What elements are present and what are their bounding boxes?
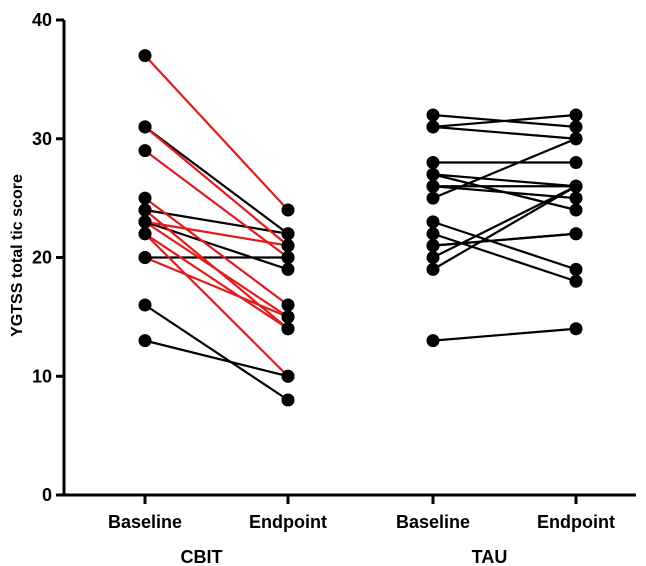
x-label-tau-endpoint: Endpoint xyxy=(537,512,615,532)
tau-endpoint-point-8 xyxy=(569,191,583,205)
tau-subject-line-2 xyxy=(432,113,577,128)
tau-endpoint-point-1 xyxy=(569,120,583,134)
tau-baseline-point-11 xyxy=(426,227,440,241)
tau-subject-line-9 xyxy=(432,137,577,200)
cbit-endpoint-point-14 xyxy=(281,310,295,324)
cbit-baseline-point-1 xyxy=(138,49,152,63)
cbit-subject-line-4 xyxy=(144,149,289,259)
tau-subject-line-15 xyxy=(432,185,577,271)
cbit-subject-line-12 xyxy=(144,232,289,378)
cbit-baseline-point-12 xyxy=(138,227,152,241)
tau-baseline-point-6 xyxy=(426,167,440,181)
tau-baseline-point-4 xyxy=(426,156,440,169)
connecting-lines-layer xyxy=(144,54,577,401)
tau-subject-line-14 xyxy=(432,185,577,259)
cbit-endpoint-point-1 xyxy=(281,203,295,217)
cbit-baseline-point-15 xyxy=(138,298,152,312)
tau-baseline-point-15 xyxy=(426,262,440,276)
tau-baseline-point-14 xyxy=(426,251,440,264)
cbit-endpoint-point-16 xyxy=(281,369,295,383)
tau-endpoint-point-2 xyxy=(569,108,583,122)
x-label-cbit-endpoint: Endpoint xyxy=(249,512,327,532)
tau-endpoint-point-16 xyxy=(569,322,583,336)
y-tick-label-0: 0 xyxy=(42,485,52,505)
tau-endpoint-point-15 xyxy=(569,179,583,193)
tau-baseline-point-1 xyxy=(426,108,440,122)
cbit-subject-line-1 xyxy=(144,54,289,211)
tau-endpoint-point-13 xyxy=(569,227,583,241)
tau-baseline-point-10 xyxy=(426,215,440,229)
tau-endpoint-point-11 xyxy=(569,274,583,288)
cbit-endpoint-point-11 xyxy=(281,322,295,336)
tau-endpoint-point-4 xyxy=(569,156,583,169)
tau-baseline-point-16 xyxy=(426,334,440,348)
cbit-subject-line-11 xyxy=(144,232,289,330)
labels-layer: 0 10 20 30 40 YGTSS total tic score Baseline En… xyxy=(9,10,615,566)
cbit-baseline-point-4 xyxy=(138,144,152,158)
cbit-baseline-point-5 xyxy=(138,191,152,205)
cbit-endpoint-point-6 xyxy=(281,227,295,241)
tau-baseline-point-9 xyxy=(426,191,440,205)
data-points-layer xyxy=(138,49,583,407)
tau-endpoint-point-9 xyxy=(569,132,583,146)
x-label-cbit-baseline: Baseline xyxy=(108,512,182,532)
group-label-cbit: CBIT xyxy=(181,547,223,566)
cbit-subject-line-6 xyxy=(144,208,289,235)
cbit-subject-line-14 xyxy=(144,256,289,318)
tau-baseline-point-8 xyxy=(426,179,440,193)
axes-layer xyxy=(56,18,636,504)
cbit-subject-line-10 xyxy=(144,220,289,318)
cbit-subject-line-5 xyxy=(144,197,289,306)
cbit-subject-line-2 xyxy=(144,125,289,235)
tau-baseline-point-3 xyxy=(426,120,440,134)
cbit-endpoint-point-5 xyxy=(281,298,295,312)
y-axis-title: YGTSS total tic score xyxy=(9,174,26,337)
cbit-baseline-point-3 xyxy=(138,120,152,134)
y-tick-label-30: 30 xyxy=(32,129,52,149)
cbit-endpoint-point-9 xyxy=(281,262,295,276)
cbit-baseline-point-14 xyxy=(138,251,152,264)
group-label-tau: TAU xyxy=(472,547,508,566)
tau-baseline-point-13 xyxy=(426,239,440,253)
tau-subject-line-5 xyxy=(432,173,577,188)
tau-endpoint-point-6 xyxy=(569,203,583,217)
tau-subject-line-3 xyxy=(432,125,577,140)
cbit-endpoint-point-8 xyxy=(281,239,295,253)
tau-subject-line-10 xyxy=(432,220,577,271)
y-tick-label-20: 20 xyxy=(32,248,52,268)
y-tick-label-40: 40 xyxy=(32,10,52,30)
cbit-subject-line-3 xyxy=(144,126,289,247)
cbit-subject-line-16 xyxy=(144,339,289,378)
cbit-baseline-point-10 xyxy=(138,215,152,229)
cbit-endpoint-point-15 xyxy=(281,393,295,407)
tau-subject-line-11 xyxy=(432,232,577,283)
cbit-baseline-point-16 xyxy=(138,334,152,348)
tau-subject-line-16 xyxy=(432,327,577,342)
tau-subject-line-13 xyxy=(432,232,577,247)
cbit-subject-line-15 xyxy=(144,304,289,401)
tau-endpoint-point-10 xyxy=(569,262,583,276)
y-tick-label-10: 10 xyxy=(32,366,52,386)
cbit-endpoint-point-13 xyxy=(281,251,295,264)
cbit-baseline-point-7 xyxy=(138,203,152,217)
x-label-tau-baseline: Baseline xyxy=(396,512,470,532)
cbit-subject-line-8 xyxy=(144,220,289,247)
